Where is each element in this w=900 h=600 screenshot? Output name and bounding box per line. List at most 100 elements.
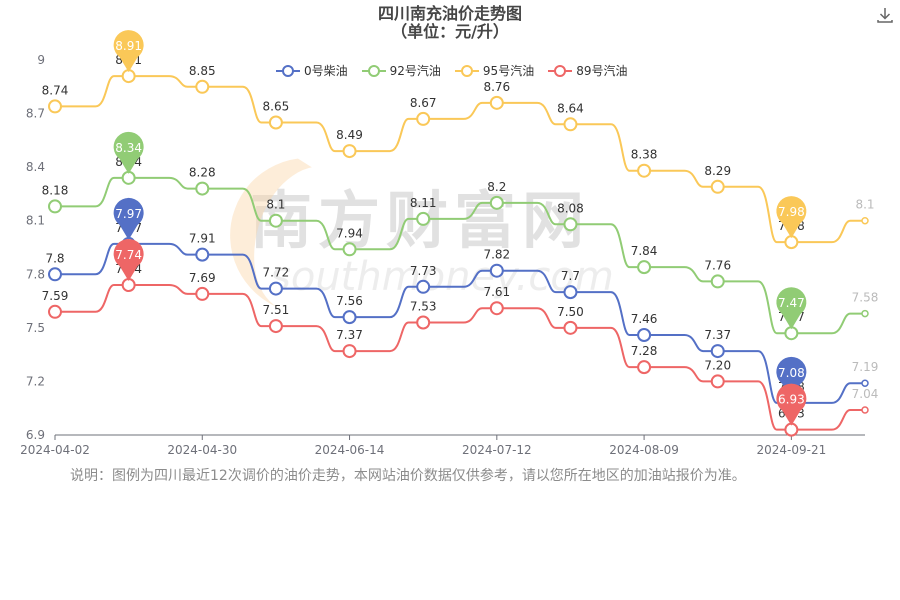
legend-item[interactable]: 95号汽油 [454,62,535,79]
data-point[interactable] [195,181,210,196]
data-point[interactable] [195,247,210,262]
data-point[interactable] [416,111,431,126]
data-label: 8.76 [483,80,510,94]
data-point[interactable] [416,315,431,330]
data-label: 7.7 [561,269,580,283]
data-label: 7.37 [336,328,363,342]
data-label: 7.20 [704,358,731,372]
y-tick-label: 8.4 [26,160,45,174]
data-point[interactable] [268,213,283,228]
data-point[interactable] [489,95,504,110]
data-label: 8.85 [189,64,216,78]
data-point[interactable] [342,344,357,359]
data-point[interactable] [48,267,62,282]
data-point[interactable] [861,216,869,225]
map-pin-icon: 7.97 [113,197,144,240]
map-pin-icon: 8.34 [113,131,144,174]
data-label: 7.58 [852,291,879,305]
data-label: 8.49 [336,128,363,142]
data-label: 7.76 [704,258,731,272]
chart-title: 四川南充油价走势图 [377,4,522,23]
data-point[interactable] [637,328,652,342]
x-tick-label: 2024-06-14 [315,443,385,457]
legend-label: 95号汽油 [482,64,535,78]
series-line [55,176,865,335]
data-point[interactable] [342,144,357,159]
data-label: 8.11 [410,196,437,210]
data-point[interactable] [637,260,652,275]
data-point[interactable] [861,379,869,387]
data-point[interactable] [710,344,725,359]
data-point[interactable] [489,195,504,210]
data-label: 7.37 [704,328,731,342]
data-label: 7.72 [263,266,290,280]
marker-pin [776,383,807,426]
data-point[interactable] [637,360,652,375]
data-point[interactable] [563,285,578,300]
series-3: 7.597.747.697.517.377.537.617.507.287.20… [42,262,878,437]
map-pin-icon: 7.98 [776,196,807,239]
marker-pin [776,356,807,399]
legend-swatch [548,64,573,77]
data-point[interactable] [416,279,431,294]
download-icon[interactable] [876,6,894,24]
x-tick-label: 2024-07-12 [462,443,532,457]
data-label: 7.8 [45,251,64,265]
legend-item[interactable]: 92号汽油 [361,62,441,79]
data-point[interactable] [861,309,869,318]
legend-label: 89号汽油 [576,64,628,78]
data-point[interactable] [416,211,431,226]
data-label: 7.51 [263,303,290,317]
marker-pin [776,287,807,330]
data-point[interactable] [563,217,578,232]
data-point[interactable] [710,274,725,289]
marker-label: 7.97 [115,207,142,221]
y-tick-label: 7.5 [26,321,45,335]
data-point[interactable] [489,301,504,316]
legend-item[interactable]: 0号柴油 [276,62,348,79]
data-label: 7.73 [410,264,437,278]
map-pin-icon: 7.74 [113,239,144,281]
data-label: 8.1 [855,198,874,212]
series-1: 8.188.348.288.17.948.118.28.087.847.767.… [42,155,879,341]
data-label: 8.74 [42,83,69,97]
data-label: 7.84 [631,244,658,258]
data-point[interactable] [48,304,62,319]
data-point[interactable] [710,179,725,194]
marker-label: 7.98 [778,205,805,219]
data-point[interactable] [342,310,357,325]
marker-label: 6.93 [778,393,805,407]
data-point[interactable] [637,163,652,178]
data-label: 7.28 [631,344,658,358]
legend-item[interactable]: 89号汽油 [548,62,627,79]
legend-swatch [276,64,300,77]
data-label: 8.67 [410,96,437,110]
data-point[interactable] [48,199,62,214]
marker-label: 8.34 [115,141,142,155]
data-label: 8.2 [487,180,506,194]
data-label: 7.50 [557,305,584,319]
data-point[interactable] [710,374,725,389]
data-point[interactable] [195,79,210,94]
data-point[interactable] [563,320,578,335]
data-point[interactable] [268,281,283,296]
data-point[interactable] [342,242,357,257]
data-point[interactable] [861,406,869,414]
data-label: 7.56 [336,294,363,308]
data-point[interactable] [268,115,283,130]
chart-subtitle: （单位：元/升） [391,22,509,41]
marker-label: 7.08 [778,366,805,380]
data-point[interactable] [48,99,62,114]
data-point[interactable] [563,117,578,132]
data-point[interactable] [195,286,210,301]
series-line [55,242,865,404]
data-label: 7.19 [852,360,879,374]
data-point[interactable] [489,263,504,278]
data-label: 8.1 [266,198,285,212]
x-tick-label: 2024-04-02 [20,443,90,457]
x-tick-label: 2024-08-09 [609,443,679,457]
data-point[interactable] [268,319,283,334]
y-tick-label: 7.2 [26,374,45,388]
y-tick-label: 8.7 [26,107,45,121]
